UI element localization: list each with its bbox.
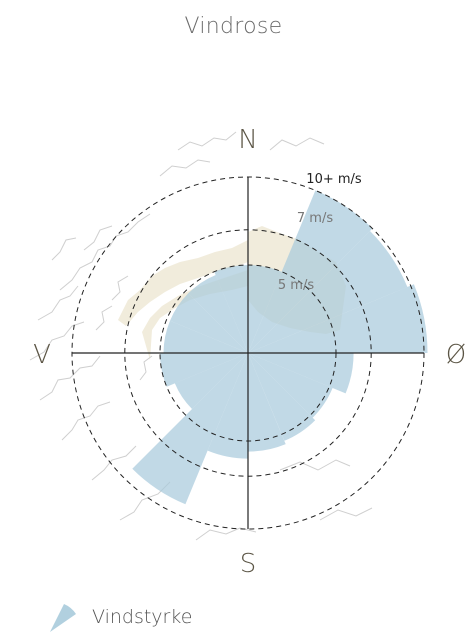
coastline bbox=[279, 459, 351, 471]
coastline bbox=[159, 159, 211, 177]
coastline bbox=[111, 275, 129, 301]
coastline bbox=[39, 355, 101, 401]
legend: Vindstyrke bbox=[46, 600, 192, 633]
coastline bbox=[195, 527, 257, 541]
land-area bbox=[118, 240, 248, 326]
coastline bbox=[51, 237, 77, 261]
wind-sector-13 bbox=[170, 293, 248, 353]
coastline bbox=[139, 355, 153, 381]
coastline bbox=[177, 131, 237, 151]
legend-swatch-icon bbox=[50, 604, 76, 632]
coastline bbox=[319, 507, 373, 521]
wind-sector-2 bbox=[248, 231, 408, 353]
wind-sector-14 bbox=[188, 275, 248, 353]
wind-sector-11 bbox=[160, 353, 248, 387]
wind-sector-1 bbox=[248, 190, 373, 353]
ring-label-7: 7 m/s bbox=[297, 211, 333, 226]
wind-sector-3 bbox=[248, 284, 428, 353]
wind-sector-9 bbox=[132, 353, 248, 505]
coastline bbox=[37, 285, 79, 321]
ring-label-10: 10+ m/s bbox=[306, 172, 362, 187]
wind-sector-6 bbox=[248, 353, 316, 441]
wind-sectors bbox=[132, 190, 428, 505]
wind-sector-4 bbox=[248, 353, 354, 394]
wind-sector-5 bbox=[248, 353, 333, 418]
ring-label-5: 5 m/s bbox=[278, 278, 314, 293]
direction-label-v: V bbox=[33, 340, 51, 370]
wind-sector-10 bbox=[174, 353, 248, 409]
coastline bbox=[269, 137, 325, 151]
direction-label-n: N bbox=[238, 125, 257, 155]
chart-title: Vindrose bbox=[184, 14, 283, 39]
direction-label-s: S bbox=[240, 549, 257, 579]
wind-sector-12 bbox=[163, 320, 248, 353]
coastline bbox=[61, 401, 111, 441]
coastline bbox=[83, 225, 113, 251]
coastline bbox=[95, 305, 113, 331]
rose-grid bbox=[71, 176, 425, 530]
wind-sector-0 bbox=[248, 265, 282, 353]
coastline bbox=[91, 445, 137, 481]
coastline bbox=[59, 213, 151, 291]
rose-labels: N Ø S V 5 m/s 7 m/s 10+ m/s bbox=[33, 125, 466, 579]
legend-label: Vindstyrke bbox=[92, 606, 193, 628]
wind-sector-7 bbox=[248, 353, 286, 452]
wind-sector-8 bbox=[207, 353, 248, 459]
wind-sector-15 bbox=[214, 265, 248, 353]
direction-label-o: Ø bbox=[446, 340, 466, 370]
